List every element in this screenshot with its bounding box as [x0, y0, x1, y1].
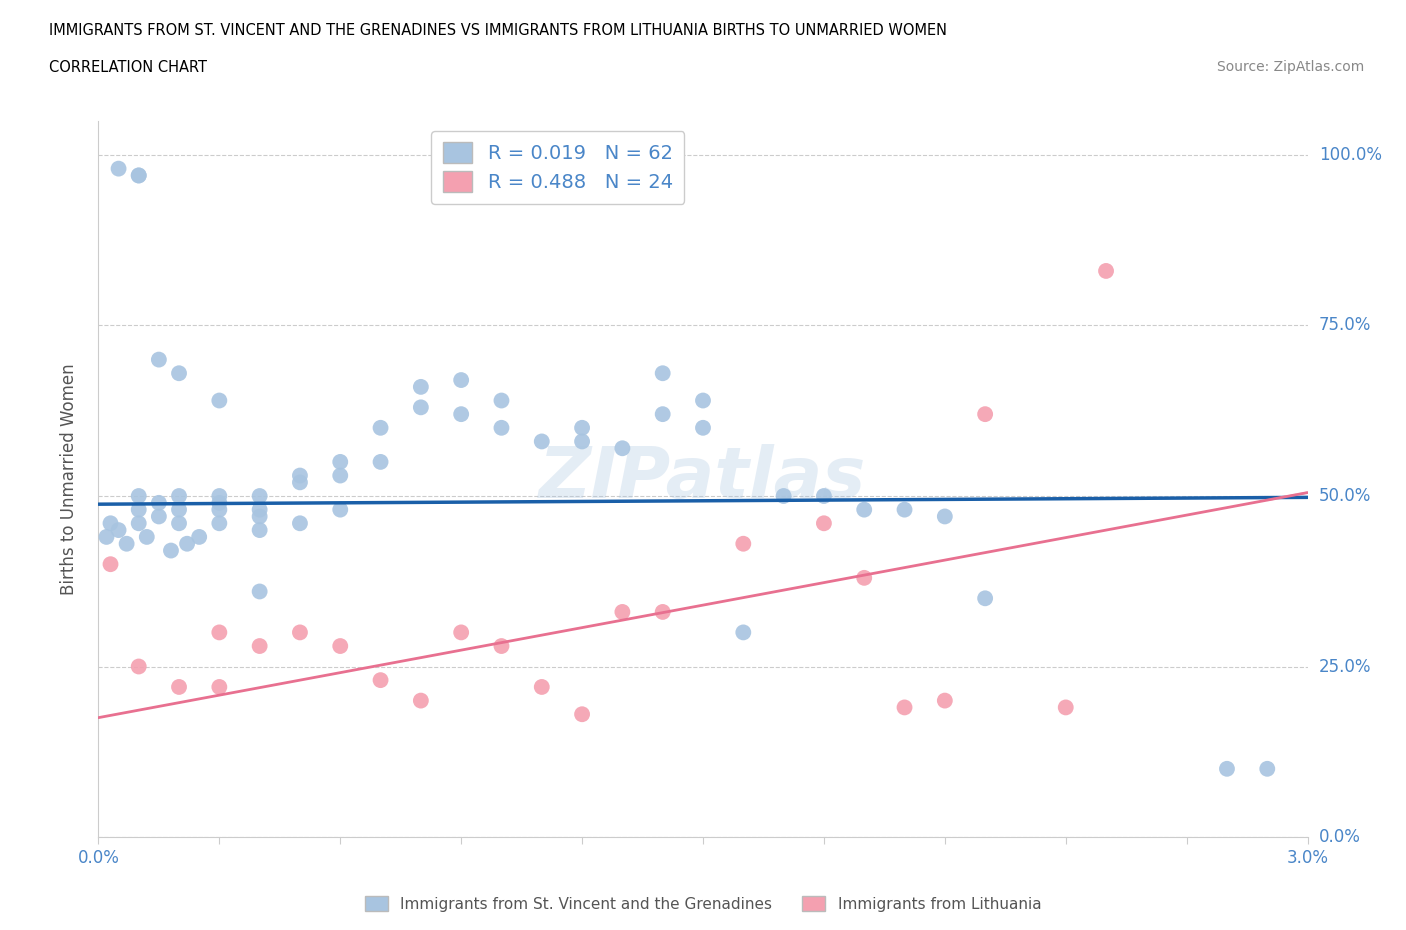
Point [329, 455, 352, 470]
Point [612, 441, 634, 456]
Point [409, 379, 432, 394]
Legend: Immigrants from St. Vincent and the Grenadines, Immigrants from Lithuania: Immigrants from St. Vincent and the Gren… [359, 889, 1047, 918]
Point [733, 625, 755, 640]
Point [148, 496, 170, 511]
Text: 0.0%: 0.0% [1319, 828, 1361, 846]
Point [772, 488, 794, 503]
Point [370, 420, 392, 435]
Point [249, 488, 271, 503]
Point [160, 543, 183, 558]
Point [167, 680, 190, 695]
Point [100, 557, 122, 572]
Point [571, 707, 593, 722]
Point [249, 509, 271, 524]
Point [409, 400, 432, 415]
Point [249, 502, 271, 517]
Point [249, 584, 271, 599]
Point [692, 420, 714, 435]
Point [128, 488, 150, 503]
Point [208, 496, 231, 511]
Point [450, 373, 472, 388]
Point [249, 523, 271, 538]
Point [128, 502, 150, 517]
Point [208, 625, 231, 640]
Point [208, 502, 231, 517]
Point [135, 529, 157, 544]
Point [934, 509, 956, 524]
Point [148, 352, 170, 367]
Point [1216, 762, 1239, 777]
Point [651, 604, 673, 619]
Point [813, 488, 835, 503]
Text: IMMIGRANTS FROM ST. VINCENT AND THE GRENADINES VS IMMIGRANTS FROM LITHUANIA BIRT: IMMIGRANTS FROM ST. VINCENT AND THE GREN… [49, 23, 948, 38]
Point [974, 406, 997, 421]
Point [148, 509, 170, 524]
Point [288, 475, 311, 490]
Point [1054, 700, 1077, 715]
Point [409, 693, 432, 708]
Point [208, 680, 231, 695]
Point [128, 516, 150, 531]
Point [853, 570, 876, 585]
Text: 75.0%: 75.0% [1319, 316, 1371, 335]
Point [853, 502, 876, 517]
Point [934, 693, 956, 708]
Point [249, 639, 271, 654]
Point [450, 625, 472, 640]
Point [167, 516, 190, 531]
Point [208, 393, 231, 408]
Point [167, 502, 190, 517]
Point [329, 468, 352, 483]
Point [491, 639, 513, 654]
Text: Source: ZipAtlas.com: Source: ZipAtlas.com [1216, 60, 1364, 74]
Point [288, 516, 311, 531]
Point [1095, 263, 1118, 278]
Point [208, 488, 231, 503]
Point [1256, 762, 1278, 777]
Point [530, 434, 553, 449]
Point [288, 625, 311, 640]
Point [128, 659, 150, 674]
Point [612, 604, 634, 619]
Point [107, 161, 129, 176]
Text: 50.0%: 50.0% [1319, 487, 1371, 505]
Point [115, 537, 138, 551]
Point [208, 516, 231, 531]
Point [692, 393, 714, 408]
Point [288, 468, 311, 483]
Point [329, 502, 352, 517]
Point [893, 502, 915, 517]
Point [370, 672, 392, 687]
Point [107, 523, 129, 538]
Point [491, 420, 513, 435]
Text: ZIPatlas: ZIPatlas [540, 445, 866, 513]
Point [813, 516, 835, 531]
Point [530, 680, 553, 695]
Text: 25.0%: 25.0% [1319, 658, 1371, 675]
Point [96, 529, 118, 544]
Point [128, 168, 150, 183]
Y-axis label: Births to Unmarried Women: Births to Unmarried Women [59, 363, 77, 595]
Point [370, 455, 392, 470]
Point [329, 639, 352, 654]
Point [450, 406, 472, 421]
Point [571, 420, 593, 435]
Text: CORRELATION CHART: CORRELATION CHART [49, 60, 207, 75]
Point [974, 591, 997, 605]
Point [188, 529, 211, 544]
Point [167, 488, 190, 503]
Legend: R = 0.019   N = 62, R = 0.488   N = 24: R = 0.019 N = 62, R = 0.488 N = 24 [432, 130, 685, 204]
Point [733, 537, 755, 551]
Point [571, 434, 593, 449]
Point [651, 406, 673, 421]
Point [651, 365, 673, 380]
Point [176, 537, 198, 551]
Point [893, 700, 915, 715]
Point [491, 393, 513, 408]
Point [167, 365, 190, 380]
Point [100, 516, 122, 531]
Point [128, 168, 150, 183]
Text: 100.0%: 100.0% [1319, 146, 1382, 164]
